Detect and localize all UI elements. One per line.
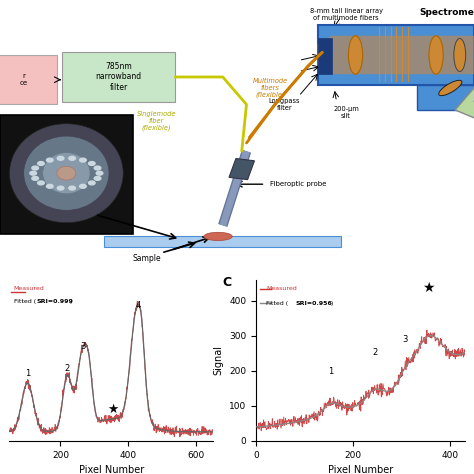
Text: 2: 2 [372, 348, 377, 357]
Circle shape [89, 162, 95, 165]
Text: 785nm
narrowband
filter: 785nm narrowband filter [95, 62, 142, 92]
Circle shape [89, 181, 95, 185]
Circle shape [80, 158, 86, 162]
Text: 200-μm
slit: 200-μm slit [333, 106, 359, 119]
Text: CCD: CCD [471, 98, 474, 111]
Text: 3: 3 [402, 335, 408, 344]
Text: ★: ★ [422, 282, 434, 295]
Polygon shape [455, 88, 474, 124]
Text: SRI=0.999: SRI=0.999 [37, 299, 74, 304]
Text: 1: 1 [25, 369, 30, 378]
Circle shape [46, 184, 53, 188]
Ellipse shape [348, 36, 363, 74]
Ellipse shape [43, 153, 90, 194]
Bar [104, 237, 341, 247]
Bar [318, 38, 332, 74]
Text: Fitted (: Fitted ( [266, 301, 291, 306]
Text: Multimode
fibers
(flexible): Multimode fibers (flexible) [253, 78, 288, 98]
Text: Measured: Measured [266, 286, 297, 291]
Text: ): ) [68, 299, 72, 304]
Text: C: C [223, 276, 232, 290]
Circle shape [57, 156, 64, 160]
Ellipse shape [57, 166, 76, 180]
Text: Longpass
filter: Longpass filter [269, 98, 300, 111]
Circle shape [32, 176, 38, 180]
Polygon shape [318, 36, 474, 74]
Text: SRI=0.956: SRI=0.956 [296, 301, 332, 306]
Circle shape [69, 156, 75, 160]
Bar [62, 52, 175, 102]
Circle shape [57, 186, 64, 190]
X-axis label: Pixel Number: Pixel Number [328, 465, 393, 474]
Bar [417, 85, 474, 110]
Circle shape [94, 166, 101, 170]
Circle shape [80, 184, 86, 188]
Ellipse shape [9, 124, 123, 223]
Circle shape [37, 181, 44, 185]
Bar [0, 116, 133, 234]
Ellipse shape [24, 136, 109, 210]
Circle shape [94, 176, 101, 180]
Text: 4: 4 [136, 301, 141, 310]
Y-axis label: Signal: Signal [213, 345, 223, 375]
Circle shape [96, 171, 103, 175]
Text: ): ) [329, 301, 333, 306]
Text: Spectrome: Spectrome [419, 8, 474, 17]
Text: Fitted (: Fitted ( [14, 299, 37, 304]
Ellipse shape [454, 38, 465, 72]
Text: Sample: Sample [133, 254, 161, 263]
Text: ★: ★ [108, 403, 118, 416]
Polygon shape [229, 158, 255, 180]
Ellipse shape [204, 232, 232, 241]
Bar [0, 55, 57, 104]
Circle shape [37, 162, 44, 165]
Text: Singlemode
fiber
(flexible): Singlemode fiber (flexible) [137, 111, 176, 131]
Circle shape [46, 158, 53, 162]
Text: 2: 2 [64, 364, 70, 373]
Circle shape [69, 186, 75, 190]
Circle shape [32, 166, 38, 170]
Text: Measured: Measured [14, 286, 44, 291]
Circle shape [30, 171, 36, 175]
Text: 8-mm tall linear array
of multimode fibers: 8-mm tall linear array of multimode fibe… [310, 8, 383, 21]
Text: 3: 3 [80, 342, 85, 351]
Ellipse shape [429, 36, 443, 74]
Text: Fiberoptic probe: Fiberoptic probe [270, 181, 327, 187]
Bar [318, 25, 474, 85]
Text: r
ce: r ce [19, 73, 28, 86]
Text: 1: 1 [328, 367, 334, 376]
Ellipse shape [439, 80, 462, 96]
X-axis label: Pixel Number: Pixel Number [79, 465, 144, 474]
